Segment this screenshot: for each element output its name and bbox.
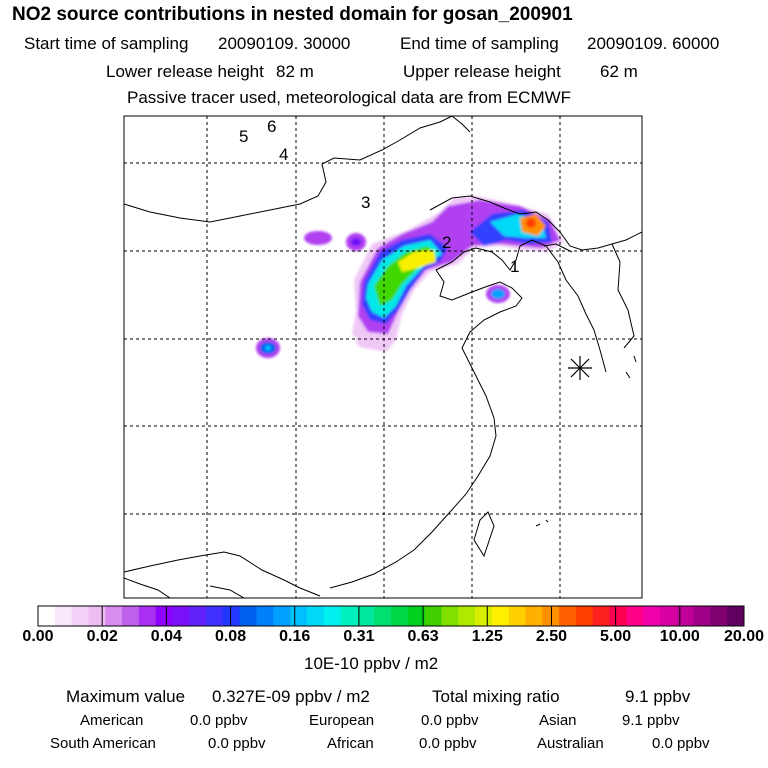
colorbar-swatch: [88, 606, 106, 626]
colorbar-tick-label: 0.63: [407, 628, 439, 645]
colorbar-swatch: [54, 606, 73, 626]
colorbar-swatch: [643, 606, 661, 626]
concentration-field: [256, 196, 564, 358]
region-value-african: 0.0 ppbv: [419, 735, 477, 752]
colorbar-swatch: [676, 606, 695, 626]
colorbar-swatch: [391, 606, 409, 626]
region-name-african: African: [327, 735, 374, 752]
colorbar-swatch: [424, 606, 442, 626]
colorbar-swatch: [357, 606, 375, 626]
colorbar-tick-label: 0.16: [279, 628, 311, 645]
max-value-label: Maximum value: [66, 687, 186, 706]
colorbar-swatch: [693, 606, 711, 626]
colorbar-swatch: [290, 606, 308, 626]
region-name-australian: Australian: [537, 735, 604, 752]
grid-lines: [124, 116, 642, 598]
colorbar-swatch: [155, 606, 173, 626]
start-time-value: 20090109. 30000: [218, 34, 351, 53]
region-value-south-american: 0.0 ppbv: [208, 735, 266, 752]
plume-blob-west1: [304, 231, 332, 245]
plot-title: NO2 source contributions in nested domai…: [12, 4, 573, 25]
region-value-australian: 0.0 ppbv: [652, 735, 710, 752]
tracer-note: Passive tracer used, meteorological data…: [127, 88, 572, 107]
colorbar-tick-label: 20.00: [723, 628, 765, 645]
colorbar-swatch: [458, 606, 476, 626]
colorbar-swatch: [659, 606, 678, 626]
site-label-2: 2: [442, 233, 451, 252]
colorbar-tick-label: 0.02: [86, 628, 118, 645]
end-time-label: End time of sampling: [400, 34, 559, 53]
colorbar-tick-label: 0.00: [22, 628, 54, 645]
colorbar-swatch: [122, 606, 140, 626]
start-time-label: Start time of sampling: [24, 34, 189, 53]
colorbar-tick-label: 10.00: [659, 628, 700, 645]
upper-release-value: 62 m: [600, 62, 638, 81]
region-name-asian: Asian: [539, 712, 577, 729]
colorbar-swatch: [710, 606, 728, 626]
site-label-4: 4: [279, 145, 288, 164]
colorbar-swatch: [727, 606, 745, 626]
colorbar-swatch: [475, 606, 493, 626]
colorbar-tick-label: 0.31: [343, 628, 375, 645]
total-mixing-label: Total mixing ratio: [432, 687, 560, 706]
colorbar-tick-label: 0.04: [150, 628, 182, 645]
colorbar-frame: [37, 605, 745, 627]
region-name-european: European: [309, 712, 375, 729]
colorbar-swatch: [172, 606, 190, 626]
colorbar-swatch: [105, 606, 123, 626]
plume-tail: [356, 335, 392, 349]
map-frame: [123, 115, 643, 599]
colorbar-swatch: [407, 606, 426, 626]
colorbar-swatch: [239, 606, 258, 626]
site-label-6: 6: [267, 117, 276, 136]
end-time-value: 20090109. 60000: [587, 34, 720, 53]
colorbar: [37, 605, 745, 627]
colorbar-swatch: [508, 606, 526, 626]
site-label-5: 5: [239, 127, 248, 146]
colorbar-swatch: [575, 606, 594, 626]
colorbar-swatch: [340, 606, 358, 626]
region-value-asian: 9.1 ppbv: [622, 712, 680, 729]
colorbar-swatch: [592, 606, 611, 626]
colorbar-unit: 10E-10 ppbv / m2: [304, 654, 439, 673]
lower-release-value: 82 m: [276, 62, 314, 81]
colorbar-swatch: [71, 606, 89, 626]
colorbar-tick-label: 5.00: [600, 628, 632, 645]
colorbar-swatch: [374, 606, 392, 626]
colorbar-tick-label: 1.25: [471, 628, 503, 645]
colorbar-swatch: [222, 606, 241, 626]
region-name-south-american: South American: [50, 735, 156, 752]
colorbar-swatch: [542, 606, 560, 626]
colorbar-swatch: [609, 606, 627, 626]
colorbar-swatch: [323, 606, 342, 626]
colorbar-tick-label: 0.08: [214, 628, 247, 645]
region-name-american: American: [80, 712, 144, 729]
upper-release-label: Upper release height: [403, 62, 561, 81]
colorbar-swatch: [38, 606, 56, 626]
colorbar-swatch: [189, 606, 207, 626]
colorbar-swatch: [273, 606, 291, 626]
coastlines: [124, 116, 642, 598]
site-label-1: 1: [510, 257, 519, 276]
region-value-european: 0.0 ppbv: [421, 712, 479, 729]
colorbar-swatch: [559, 606, 577, 626]
colorbar-swatch: [525, 606, 543, 626]
colorbar-swatch: [491, 606, 510, 626]
asterisk-icon: [568, 356, 592, 380]
region-value-american: 0.0 ppbv: [190, 712, 248, 729]
colorbar-swatch: [206, 606, 224, 626]
lower-release-label: Lower release height: [106, 62, 264, 81]
colorbar-tick-label: 2.50: [535, 628, 568, 645]
plume-yellow: [398, 250, 436, 272]
total-mixing-value: 9.1 ppbv: [625, 687, 691, 706]
colorbar-swatch: [306, 606, 325, 626]
colorbar-swatch: [441, 606, 459, 626]
colorbar-swatch: [626, 606, 644, 626]
colorbar-swatch: [256, 606, 274, 626]
site-label-3: 3: [361, 193, 370, 212]
max-value: 0.327E-09 ppbv / m2: [212, 687, 370, 706]
colorbar-swatch: [138, 606, 157, 626]
